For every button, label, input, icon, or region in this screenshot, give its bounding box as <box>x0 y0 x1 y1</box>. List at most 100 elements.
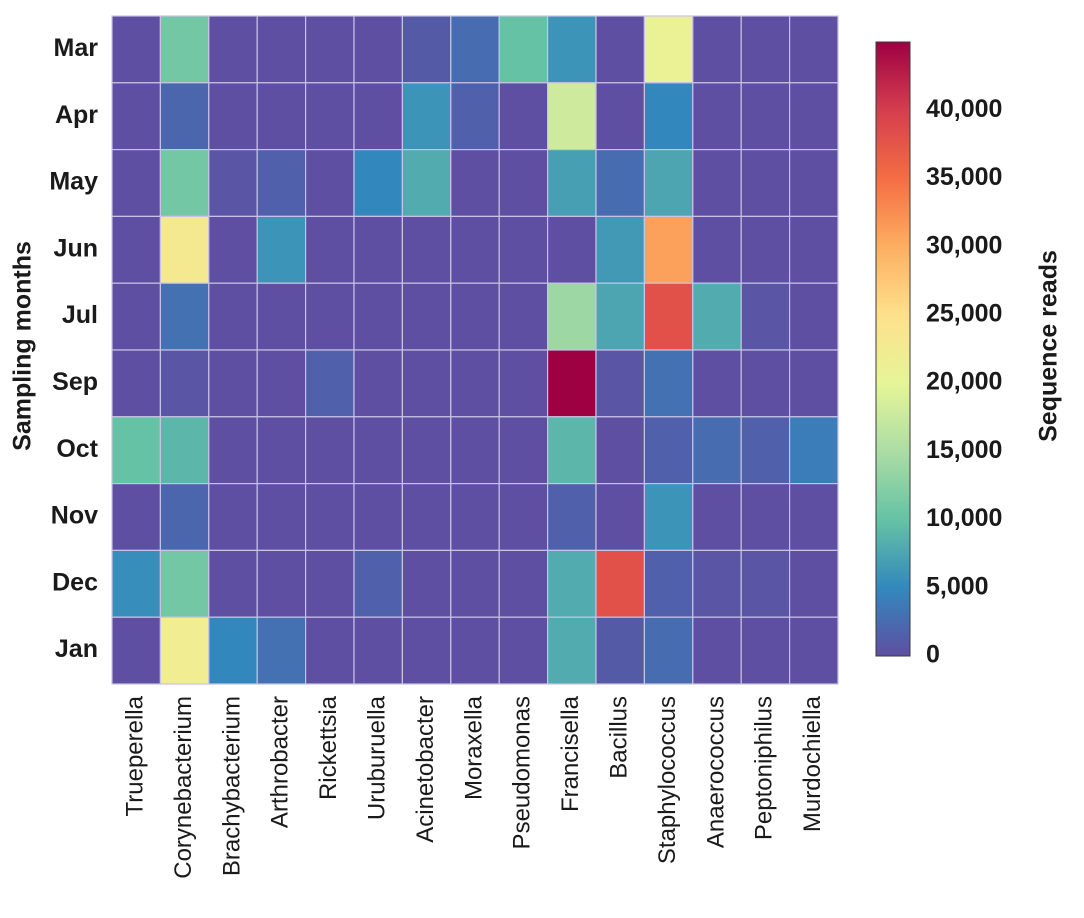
heatmap-cell-dec-bacillus <box>595 549 646 618</box>
heatmap-cell-jun-francisella <box>546 215 597 284</box>
heatmap-cell-may-staphylococcus <box>643 149 694 218</box>
heatmap-cell-jun-peptoniphilus <box>740 215 791 284</box>
colorbar-tick-0: 0 <box>926 641 940 669</box>
heatmap-cell-jun-trueperella <box>111 215 162 284</box>
heatmap-cell-jan-corynebacterium <box>159 616 210 685</box>
heatmap-cell-jan-rickettsia <box>305 616 355 685</box>
heatmap-cell-apr-arthrobacter <box>256 82 307 151</box>
heatmap-cell-nov-bacillus <box>595 483 646 552</box>
colorbar-tick-10000: 10,000 <box>926 504 1002 532</box>
row-label-may: May <box>49 168 98 196</box>
heatmap-cell-sep-anaerococcus <box>692 349 742 418</box>
heatmap-cell-jun-uruburuella <box>353 215 404 284</box>
heatmap-cell-jun-corynebacterium <box>159 215 210 284</box>
heatmap-cell-may-brachybacterium <box>208 149 258 218</box>
heatmap-cell-oct-brachybacterium <box>208 416 258 485</box>
heatmap-cell-jan-staphylococcus <box>643 616 694 685</box>
heatmap-cell-jul-acinetobacter <box>401 282 452 351</box>
heatmap-cell-mar-trueperella <box>111 15 162 84</box>
colorbar-tick-40000: 40,000 <box>926 95 1002 123</box>
heatmap-cell-jul-bacillus <box>595 282 646 351</box>
heatmap-cell-nov-pseudomonas <box>498 483 549 552</box>
heatmap-cell-jan-anaerococcus <box>692 616 742 685</box>
heatmap-cell-apr-moraxella <box>450 82 500 151</box>
heatmap-cell-oct-staphylococcus <box>643 416 694 485</box>
heatmap-cell-jan-bacillus <box>595 616 646 685</box>
row-label-jun: Jun <box>54 234 98 262</box>
heatmap-cell-sep-corynebacterium <box>159 349 210 418</box>
heatmap-cell-sep-pseudomonas <box>498 349 549 418</box>
heatmap-cell-dec-moraxella <box>450 549 500 618</box>
heatmap-cell-mar-brachybacterium <box>208 15 258 84</box>
heatmap-cell-jun-arthrobacter <box>256 215 307 284</box>
heatmap-cell-dec-uruburuella <box>353 549 404 618</box>
heatmap-cell-apr-francisella <box>546 82 597 151</box>
heatmap-cell-may-uruburuella <box>353 149 404 218</box>
column-label-moraxella: Moraxella <box>460 695 487 800</box>
heatmap-cell-mar-francisella <box>546 15 597 84</box>
heatmap-cell-oct-pseudomonas <box>498 416 549 485</box>
colorbar-ticks: 0 5,000 10,000 15,000 20,000 25,000 30,000 35,0… <box>926 95 1002 669</box>
heatmap-cell-oct-francisella <box>546 416 597 485</box>
heatmap-cell-jan-acinetobacter <box>401 616 452 685</box>
heatmap-cell-nov-brachybacterium <box>208 483 258 552</box>
heatmap-cell-jan-moraxella <box>450 616 500 685</box>
heatmap-cell-dec-corynebacterium <box>159 549 210 618</box>
heatmap-cell-oct-uruburuella <box>353 416 404 485</box>
column-label-francisella: Francisella <box>557 695 584 812</box>
heatmap-cell-nov-arthrobacter <box>256 483 307 552</box>
row-label-mar: Mar <box>54 34 99 62</box>
heatmap-cell-apr-peptoniphilus <box>740 82 791 151</box>
heatmap-cell-nov-corynebacterium <box>159 483 210 552</box>
heatmap-cell-jul-anaerococcus <box>692 282 742 351</box>
heatmap-cell-jun-staphylococcus <box>643 215 694 284</box>
heatmap-cell-dec-arthrobacter <box>256 549 307 618</box>
column-label-arthrobacter: Arthrobacter <box>267 696 294 828</box>
heatmap-cell-mar-bacillus <box>595 15 646 84</box>
row-label-nov: Nov <box>51 502 98 530</box>
row-label-jan: Jan <box>55 635 98 663</box>
heatmap-cell-nov-peptoniphilus <box>740 483 791 552</box>
heatmap-cell-sep-staphylococcus <box>643 349 694 418</box>
heatmap-cell-mar-corynebacterium <box>159 15 210 84</box>
heatmap-cell-sep-murdochiella <box>788 349 839 418</box>
heatmap-cell-mar-arthrobacter <box>256 15 307 84</box>
column-label-staphylococcus: Staphylococcus <box>654 696 681 864</box>
heatmap-cell-sep-peptoniphilus <box>740 349 791 418</box>
heatmap-cell-jul-pseudomonas <box>498 282 549 351</box>
heatmap-cell-jul-rickettsia <box>305 282 355 351</box>
colorbar-tick-35000: 35,000 <box>926 163 1002 191</box>
heatmap-cell-jan-uruburuella <box>353 616 404 685</box>
heatmap-cell-dec-brachybacterium <box>208 549 258 618</box>
heatmap-cell-jul-brachybacterium <box>208 282 258 351</box>
colorbar-tick-25000: 25,000 <box>926 300 1002 328</box>
heatmap-cell-dec-acinetobacter <box>401 549 452 618</box>
heatmap-cell-nov-anaerococcus <box>692 483 742 552</box>
row-label-jul: Jul <box>62 301 98 329</box>
heatmap-cell-sep-acinetobacter <box>401 349 452 418</box>
column-label-pseudomonas: Pseudomonas <box>509 696 536 849</box>
heatmap-cell-sep-uruburuella <box>353 349 404 418</box>
heatmap-cell-jan-murdochiella <box>788 616 839 685</box>
heatmap-cell-oct-peptoniphilus <box>740 416 791 485</box>
heatmap-cell-jan-trueperella <box>111 616 162 685</box>
heatmap-cell-apr-trueperella <box>111 82 162 151</box>
heatmap-cell-jul-murdochiella <box>788 282 839 351</box>
colorbar-tick-15000: 15,000 <box>926 436 1002 464</box>
heatmap-cell-may-rickettsia <box>305 149 355 218</box>
heatmap-cell-nov-staphylococcus <box>643 483 694 552</box>
heatmap-cell-oct-corynebacterium <box>159 416 210 485</box>
heatmap-cell-jan-arthrobacter <box>256 616 307 685</box>
heatmap-cell-jul-moraxella <box>450 282 500 351</box>
heatmap-cell-mar-staphylococcus <box>643 15 694 84</box>
heatmap-cell-oct-trueperella <box>111 416 162 485</box>
heatmap-cell-apr-murdochiella <box>788 82 839 151</box>
heatmap-cell-jun-brachybacterium <box>208 215 258 284</box>
heatmap-cell-mar-pseudomonas <box>498 15 549 84</box>
heatmap-cell-mar-moraxella <box>450 15 500 84</box>
heatmap-cell-apr-anaerococcus <box>692 82 742 151</box>
heatmap-cells <box>111 15 839 685</box>
heatmap-cell-oct-murdochiella <box>788 416 839 485</box>
column-label-bacillus: Bacillus <box>606 696 633 779</box>
heatmap-cell-may-acinetobacter <box>401 149 452 218</box>
